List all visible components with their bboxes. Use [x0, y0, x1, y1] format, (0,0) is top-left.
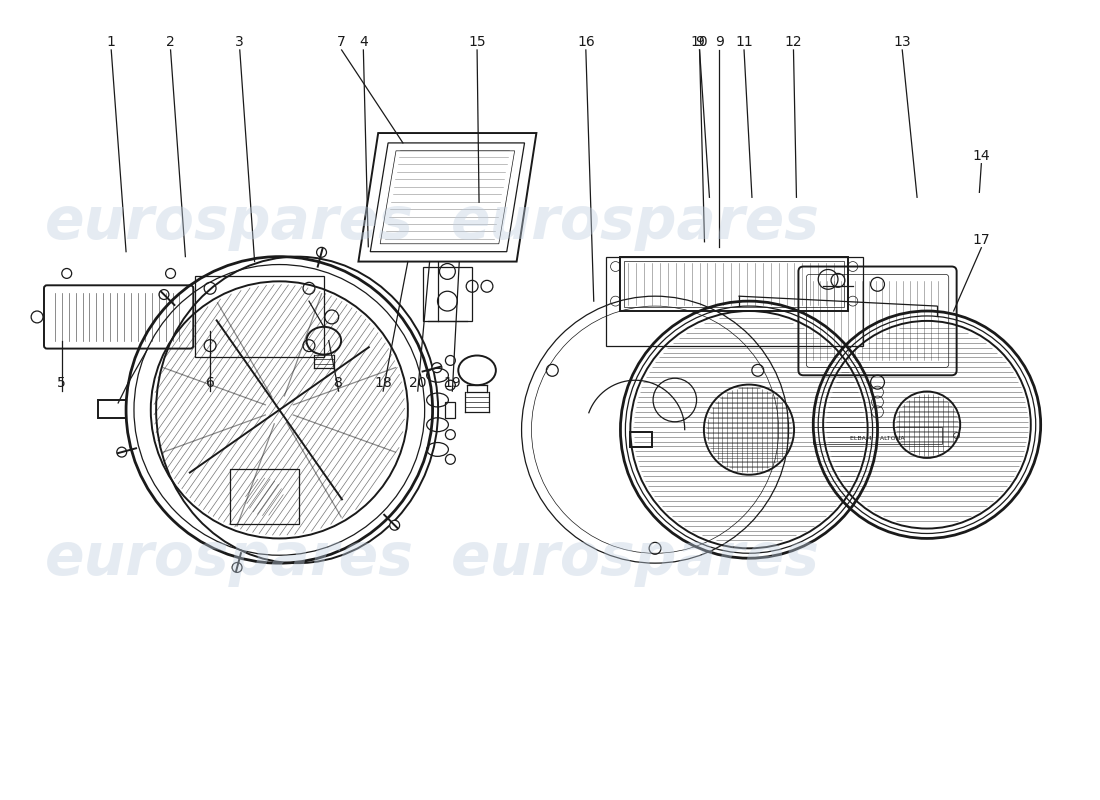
Bar	[446, 402, 455, 418]
Bar	[230, 470, 299, 523]
Text: ELBA 4    ALTONA: ELBA 4 ALTONA	[850, 435, 905, 441]
Bar	[625, 261, 844, 307]
Text: eurospares: eurospares	[45, 530, 415, 586]
Circle shape	[389, 520, 399, 530]
Bar	[422, 266, 472, 321]
Text: 14: 14	[972, 149, 990, 162]
Bar	[606, 257, 862, 346]
Text: 11: 11	[735, 35, 752, 49]
Text: 15: 15	[469, 35, 486, 49]
Text: 19: 19	[443, 376, 461, 390]
Circle shape	[432, 362, 442, 373]
Text: 16: 16	[578, 35, 595, 49]
Circle shape	[117, 447, 126, 457]
Text: 8: 8	[334, 376, 343, 390]
Text: 18: 18	[374, 376, 392, 390]
Text: 6: 6	[206, 376, 214, 390]
Text: eurospares: eurospares	[451, 194, 820, 250]
Text: 1: 1	[107, 35, 116, 49]
Text: eurospares: eurospares	[45, 194, 415, 250]
Text: 5: 5	[57, 376, 66, 390]
Bar	[98, 400, 126, 418]
Text: 9: 9	[715, 35, 724, 49]
Bar	[813, 426, 942, 445]
Text: 13: 13	[893, 35, 911, 49]
Text: eurospares: eurospares	[451, 530, 820, 586]
Text: 2: 2	[166, 35, 175, 49]
Text: 20: 20	[409, 376, 427, 390]
Circle shape	[317, 247, 327, 258]
Text: 10: 10	[691, 35, 708, 49]
Text: 12: 12	[784, 35, 802, 49]
Circle shape	[160, 290, 169, 299]
Text: 4: 4	[359, 35, 367, 49]
Bar	[196, 277, 323, 358]
Circle shape	[232, 562, 242, 573]
Text: 3: 3	[235, 35, 244, 49]
Bar	[630, 432, 652, 447]
Bar	[620, 257, 848, 311]
Text: 9: 9	[695, 35, 704, 49]
Text: 17: 17	[972, 233, 990, 246]
Text: 7: 7	[338, 35, 346, 49]
